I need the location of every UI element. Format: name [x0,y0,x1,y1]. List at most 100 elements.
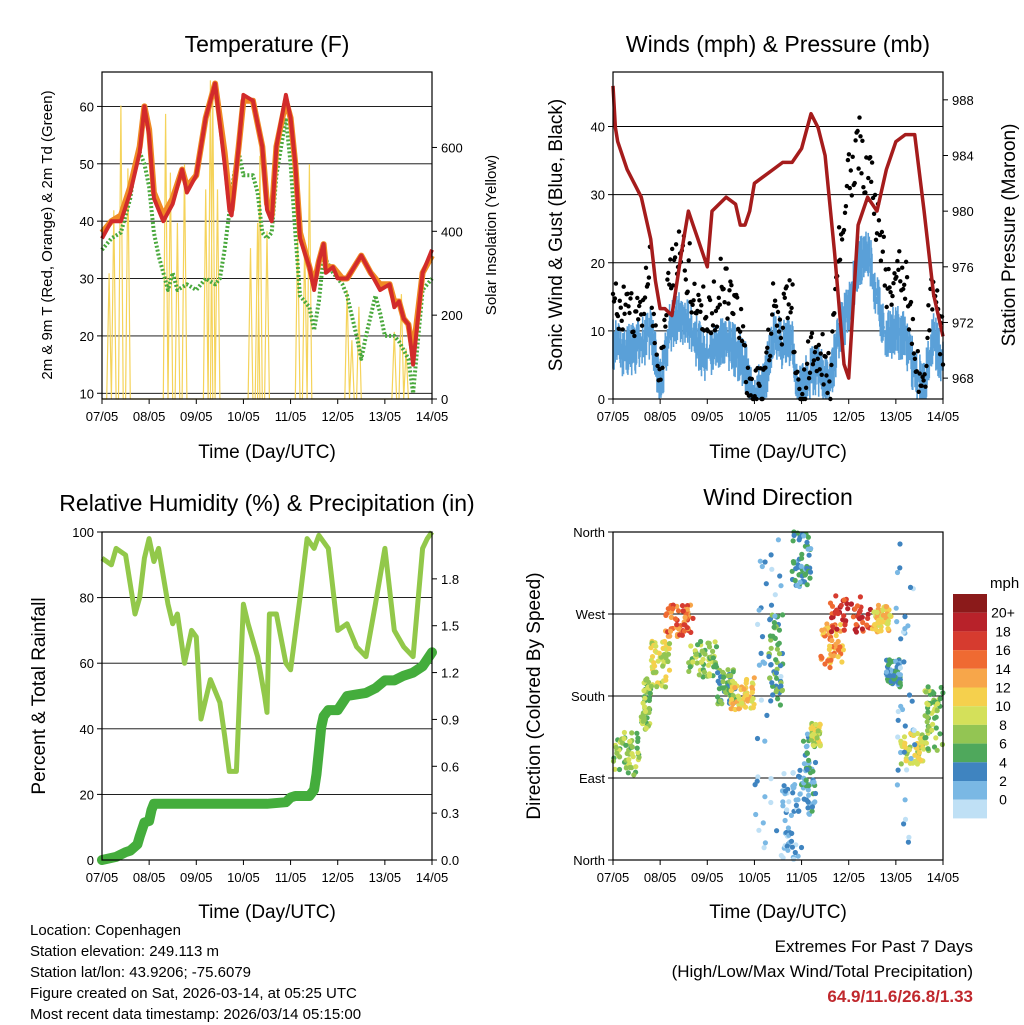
gust-point [749,376,754,382]
direction-point [804,743,810,749]
gust-point [802,367,807,372]
gust-point [728,279,733,284]
direction-point [744,697,751,703]
direction-point [835,654,841,660]
figure-created: Figure created on Sat, 2026-03-14, at 05… [30,985,357,1002]
gust-point [709,311,715,316]
temp-y2tick-label: 600 [441,140,463,155]
humidity-xtick-label: 07/05 [86,870,119,885]
winds-y2tick-label: 988 [952,93,974,108]
gust-point [617,298,622,303]
direction-point [786,799,792,805]
direction-point [623,742,629,748]
gust-point [797,386,802,392]
direction-point [613,744,619,751]
direction-point [768,662,774,668]
direction-point [779,688,785,694]
direction-point [757,558,763,564]
humidity-ytick-label: 20 [80,787,94,802]
recent-timestamp: Most recent data timestamp: 2026/03/14 0… [30,1006,362,1023]
gust-point [646,275,652,280]
direction-point [663,655,669,661]
direction-point [762,559,768,565]
direction-point [736,706,742,712]
direction-point [768,799,774,806]
temp-y2tick-label: 200 [441,308,463,323]
direction-point [812,759,819,766]
direction-point [828,657,834,663]
direction-point [686,668,692,675]
gust-point [816,342,821,348]
direction-point [873,626,879,633]
gust-point [668,257,673,262]
gust-point [859,171,864,176]
gust-point [717,302,722,307]
direction-point [681,628,687,634]
direction-point [753,811,759,818]
colorbar-label: 8 [999,717,1007,733]
winds-y2tick-label: 972 [952,315,974,330]
direction-point [782,817,788,824]
direction-point [865,615,871,622]
direction-point [761,845,767,851]
gust-point [820,332,825,337]
direction-point [830,624,836,630]
direction-point [815,728,821,734]
direction-point [773,689,779,695]
direction-point [805,546,811,552]
gust-point [902,282,907,287]
gust-point [737,329,743,334]
direction-point [629,730,635,736]
winds-plot-area: 0 10 20 30 40 968 972 976 980 984 988 07/05 08/05 09/… [591,85,974,424]
gust-point [887,285,892,290]
direction-point [800,738,807,744]
direction-point [773,657,779,663]
gust-point [641,311,647,317]
colorbar-label: 10 [995,698,1011,714]
gust-point [795,369,800,374]
direction-point [833,632,839,639]
direction-point [624,750,630,757]
humidity-ytick-label: 100 [72,525,94,540]
gust-point [729,283,734,288]
wind-direction-ylabel: Direction (Colored By Speed) [524,572,545,819]
direction-point [796,808,802,814]
extremes-title: Extremes For Past 7 Days [774,937,973,956]
colorbar-swatch [953,650,987,669]
direction-point [690,659,696,665]
direction-point [790,538,796,544]
direction-point [792,577,798,584]
gust-point [637,303,642,309]
gust-point [671,283,676,288]
gust-point [796,377,801,382]
gust-point [821,382,826,387]
direction-point [612,766,618,772]
gust-point [805,339,811,344]
direction-point [631,772,637,778]
direction-point [895,717,901,723]
humidity-frame [101,531,433,861]
gust-point [690,302,695,307]
gust-point [878,258,884,263]
wind-direction-xlabel: Time (Day/UTC) [709,902,847,923]
winds-y2tick-label: 968 [952,371,974,386]
humidity-xtick-label: 13/05 [369,870,402,885]
temp-xtick-label: 07/05 [86,409,119,424]
wind-direction-xtick-label: 08/05 [644,870,677,885]
gust-point [792,349,797,355]
gust-point [909,341,915,346]
direction-point [767,675,773,681]
direction-point [790,783,796,789]
direction-point [789,830,795,837]
direction-point [698,638,704,645]
gust-point [800,391,805,397]
gust-point [735,295,740,300]
colorbar-label: 20+ [991,605,1015,621]
gust-point [775,309,781,315]
station-pressure-line [611,85,945,380]
direction-point [852,606,858,612]
gust-point [742,343,748,348]
direction-point [643,677,649,683]
direction-point [899,706,906,713]
direction-point [805,787,811,793]
